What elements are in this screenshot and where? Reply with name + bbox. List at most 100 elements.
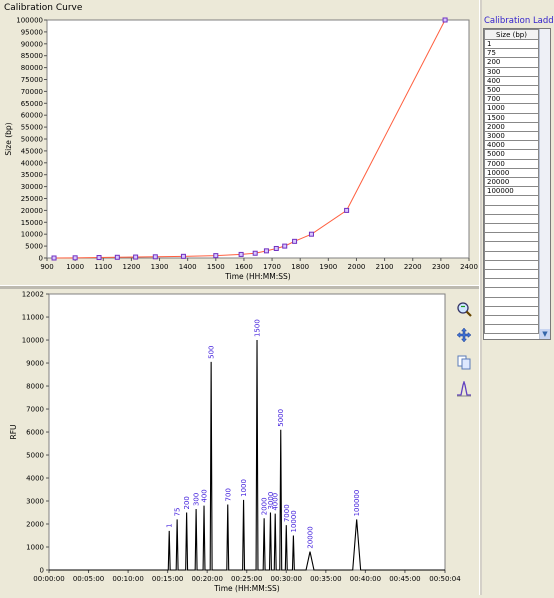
calibration-ladder: Calibration Ladder Size (bp) 17520030040… (483, 16, 554, 340)
data-point (344, 207, 350, 213)
zoom-icon[interactable] (456, 301, 472, 317)
ladder-size-cell[interactable] (484, 314, 539, 326)
peak-tool-icon[interactable] (456, 379, 472, 397)
ladder-size-cell[interactable]: 10000 (484, 167, 539, 179)
data-point (180, 253, 186, 259)
y-axis-title: Size (bp) (4, 122, 13, 155)
plot-area (46, 19, 470, 259)
ladder-size-cell[interactable] (484, 305, 539, 316)
table-row[interactable] (484, 296, 539, 307)
ladder-size-cell[interactable] (484, 223, 539, 234)
ladder-table[interactable]: Size (bp) 1 75 200 300 400 500 700 1000 1500 2000… (483, 28, 551, 340)
data-point (51, 255, 57, 261)
ladder-size-cell[interactable] (484, 268, 539, 280)
table-row[interactable] (484, 259, 539, 270)
ladder-size-cell[interactable] (484, 250, 539, 261)
ladder-size-cell[interactable] (484, 287, 539, 298)
table-row[interactable] (484, 324, 539, 335)
table-row[interactable] (484, 204, 539, 215)
ladder-size-cell[interactable] (484, 259, 539, 270)
ladder-size-cell[interactable] (484, 204, 539, 215)
table-row[interactable] (484, 314, 539, 326)
x-tick-label: 2100 (376, 263, 394, 271)
ladder-size-cell[interactable] (484, 213, 539, 225)
ladder-size-cell[interactable]: 20000 (484, 177, 539, 188)
x-tick-label: 00:05:00 (73, 575, 104, 583)
table-row[interactable]: 75 (484, 48, 539, 59)
table-row[interactable]: 2000 (484, 121, 539, 133)
ladder-size-cell[interactable]: 400 (484, 75, 539, 87)
panel-divider[interactable] (0, 285, 480, 289)
table-row[interactable] (484, 278, 539, 289)
data-point (238, 251, 244, 257)
table-row[interactable] (484, 232, 539, 243)
y-tick-label: 6000 (26, 429, 44, 437)
x-tick-label: 1800 (291, 263, 309, 271)
ladder-size-cell[interactable]: 3000 (484, 131, 539, 142)
ladder-size-cell[interactable]: 7000 (484, 158, 539, 169)
table-row[interactable]: 10000 (484, 167, 539, 179)
x-tick-label: 1000 (66, 263, 84, 271)
table-row[interactable]: 4000 (484, 140, 539, 151)
ladder-size-cell[interactable]: 1 (484, 38, 539, 50)
table-row[interactable] (484, 287, 539, 298)
ladder-size-cell[interactable]: 1000 (484, 103, 539, 114)
electropherogram-chart: 0100020003000400050006000700080009000100… (9, 291, 461, 594)
table-row[interactable]: 1000 (484, 103, 539, 114)
data-point (442, 17, 448, 23)
ladder-size-cell[interactable] (484, 241, 539, 252)
table-row[interactable]: 3000 (484, 131, 539, 142)
ladder-size-cell[interactable]: 500 (484, 85, 539, 96)
data-point (213, 253, 219, 259)
peak-label: 10000 (290, 510, 298, 532)
table-row[interactable] (484, 268, 539, 280)
x-tick-label: 1500 (207, 263, 225, 271)
vertical-splitter[interactable] (479, 0, 482, 595)
ladder-size-cell[interactable]: 300 (484, 66, 539, 77)
table-row[interactable] (484, 305, 539, 316)
pan-icon[interactable] (456, 327, 472, 343)
ladder-size-cell[interactable] (484, 296, 539, 307)
table-row[interactable]: 1 (484, 38, 539, 50)
ladder-scrollbar[interactable]: ▼ (539, 29, 550, 339)
x-tick-label: 00:10:00 (112, 575, 143, 583)
ladder-size-cell[interactable] (484, 278, 539, 289)
ladder-size-cell[interactable]: 700 (484, 94, 539, 105)
x-tick-label: 2200 (404, 263, 422, 271)
table-row[interactable] (484, 250, 539, 261)
y-tick-label: 12002 (22, 291, 44, 299)
table-row[interactable]: 200 (484, 57, 539, 68)
x-tick-label: 00:35:00 (310, 575, 341, 583)
ladder-size-cell[interactable] (484, 324, 539, 335)
table-row[interactable]: 500 (484, 85, 539, 96)
ladder-size-cell[interactable] (484, 195, 539, 206)
ladder-size-cell[interactable]: 200 (484, 57, 539, 68)
table-row[interactable]: 1500 (484, 112, 539, 123)
table-row[interactable]: 400 (484, 75, 539, 87)
ladder-size-cell[interactable]: 100000 (484, 186, 539, 197)
calibration-curve-chart: 0 5000 10000 15000 20000 25000 30000 35000 40000… (4, 17, 478, 282)
y-tick-label: 5000 (26, 452, 44, 460)
y-tick-label: 30000 (21, 183, 43, 191)
table-row[interactable]: 700 (484, 94, 539, 105)
ladder-size-cell[interactable]: 75 (484, 48, 539, 59)
table-row[interactable]: 20000 (484, 177, 539, 188)
scroll-down-icon[interactable]: ▼ (540, 329, 550, 339)
data-point (273, 245, 279, 251)
ladder-size-cell[interactable]: 4000 (484, 140, 539, 151)
copy-icon[interactable] (456, 354, 472, 370)
table-row[interactable]: 5000 (484, 149, 539, 160)
table-row[interactable] (484, 223, 539, 234)
table-row[interactable]: 7000 (484, 158, 539, 169)
y-tick-label: 2000 (26, 521, 44, 529)
table-row[interactable] (484, 195, 539, 206)
peak-label: 200 (183, 496, 191, 509)
table-row[interactable] (484, 241, 539, 252)
ladder-size-cell[interactable]: 5000 (484, 149, 539, 160)
table-row[interactable]: 300 (484, 66, 539, 77)
table-row[interactable] (484, 213, 539, 225)
ladder-size-cell[interactable] (484, 232, 539, 243)
ladder-size-cell[interactable]: 2000 (484, 121, 539, 133)
table-row[interactable]: 100000 (484, 186, 539, 197)
ladder-size-cell[interactable]: 1500 (484, 112, 539, 123)
